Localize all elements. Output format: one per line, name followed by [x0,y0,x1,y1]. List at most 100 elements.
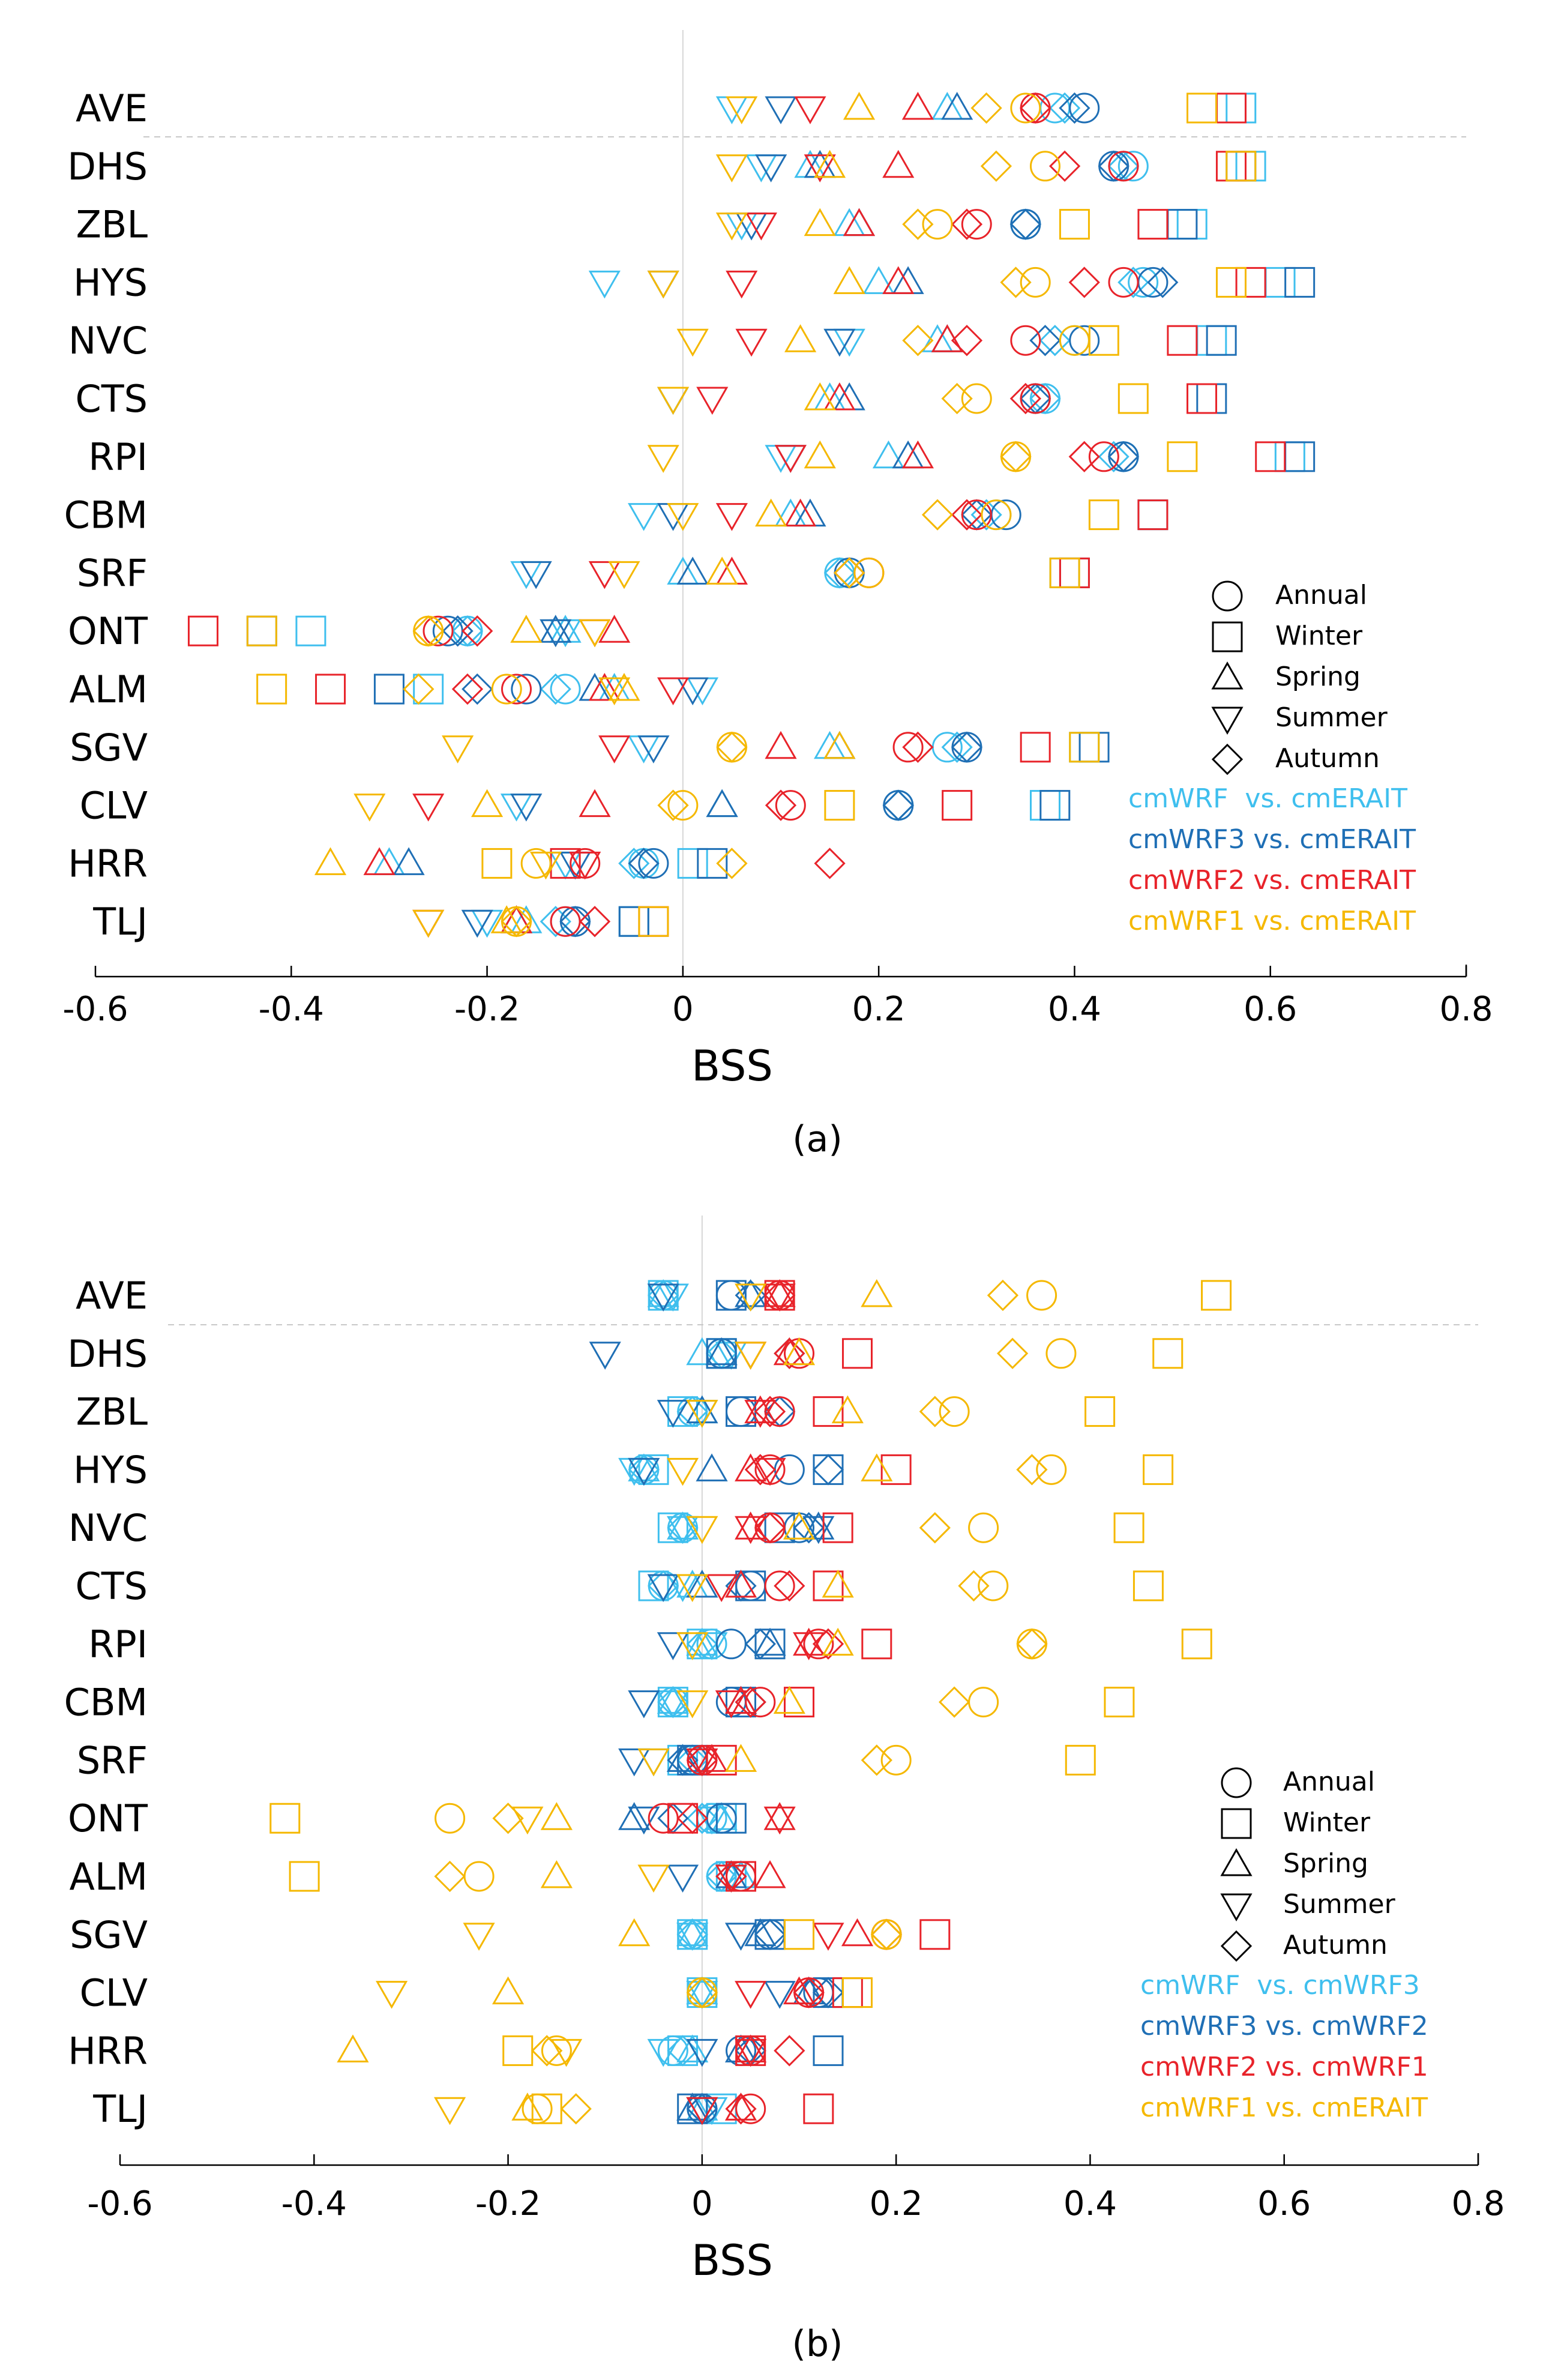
data-point-autumn-ont [451,615,484,647]
data-point-autumn-srf [834,557,865,589]
data-point-autumn-hrr [618,848,650,879]
legend-symbol-autumn [1211,743,1244,776]
data-point-autumn-hys [1016,1454,1048,1486]
data-point-summer-hys [666,1457,699,1486]
data-point-summer-srf [618,1748,651,1777]
data-point-winter-ave [1187,92,1218,124]
data-point-spring-clv [579,789,611,818]
data-point-spring-ont [540,1802,573,1830]
category-label: ONT [68,1797,148,1840]
data-point-spring-tlj [490,905,523,933]
data-point-winter-clv [1039,790,1071,821]
category-label: TLJ [92,900,148,944]
data-point-annual-cbm [745,1687,776,1718]
data-point-summer-cbm [628,503,660,531]
data-point-annual-ave [1069,92,1100,124]
data-point-winter-rpi [1181,1628,1212,1660]
data-point-autumn-ave [970,92,1002,124]
data-point-summer-hys [647,270,679,299]
data-point-autumn-rpi [1098,441,1129,472]
category-label: CLV [80,784,148,828]
data-point-winter-tlj [638,906,669,937]
data-point-winter-hys [880,1454,912,1485]
data-point-autumn-ave [987,1279,1019,1312]
data-point-summer-ont [628,1806,660,1835]
data-point-spring-hrr [735,2034,767,2062]
data-point-summer-hrr [735,2038,767,2067]
data-point-spring-srf [696,1744,728,1772]
data-point-spring-nvc [783,1511,816,1540]
data-point-winter-rpi [1167,441,1198,472]
category-label: SGV [70,726,148,770]
data-point-autumn-dhs [1048,150,1081,182]
data-point-summer-dhs [755,154,787,182]
legend-symbol-winter [1212,621,1243,652]
data-point-winter-ont [295,615,326,646]
data-point-annual-hys [1036,1454,1067,1485]
data-point-autumn-ont [686,1803,718,1834]
data-point-autumn-rpi [1068,441,1100,472]
data-point-summer-srf [686,1748,718,1777]
data-point-spring-clv [706,789,738,818]
data-point-spring-sgv [676,1918,709,1947]
data-point-summer-hrr [569,851,601,880]
data-point-spring-ave [763,1279,796,1307]
data-point-summer-ave [647,1283,679,1312]
data-point-spring-cts [823,382,856,411]
data-point-spring-hys [882,266,915,294]
data-point-autumn-ont [462,615,493,647]
data-point-spring-alm [588,672,621,701]
legend-symbol-winter [1221,1808,1252,1839]
x-tick-label: 0.2 [852,990,906,1029]
data-point-autumn-zbl [951,208,983,240]
data-point-annual-alm [501,673,532,705]
data-point-annual-clv [667,790,699,821]
data-point-summer-cbm [715,503,748,531]
data-point-autumn-ont [676,1803,708,1834]
data-point-spring-hrr [676,2034,709,2062]
data-point-summer-sgv [676,1923,709,1951]
data-point-winter-cbm [1088,499,1119,531]
data-point-winter-hys [1215,267,1247,298]
data-point-spring-ont [540,615,572,643]
data-point-autumn-cts [774,1570,805,1602]
legend-a-series-3: cmWRF2 vs. cmERAIT [1128,865,1416,896]
data-point-spring-dhs [705,1337,738,1366]
data-point-spring-hys [862,266,895,294]
data-point-summer-cbm [628,1690,660,1719]
data-point-winter-cts [638,1570,669,1601]
data-point-summer-ont [579,619,611,648]
data-point-winter-nvc [1206,325,1237,356]
data-point-autumn-zbl [754,1396,786,1427]
category-label: HRR [68,842,148,885]
data-point-autumn-rpi [1107,441,1140,472]
data-point-spring-hrr [393,847,425,875]
data-point-summer-tlj [412,909,445,938]
category-label: HRR [68,2029,148,2073]
legend-a-series-1: cmWRF vs. cmERAIT [1128,783,1407,814]
data-point-spring-tlj [676,2092,709,2121]
data-point-autumn-hys [744,1454,776,1486]
data-point-spring-sgv [841,1918,874,1947]
x-tick-label: 0.6 [1244,990,1297,1029]
data-point-spring-ave [843,91,876,120]
data-point-autumn-hrr [774,2035,805,2067]
data-point-autumn-dhs [1098,150,1129,182]
data-point-annual-zbl [939,1396,970,1427]
data-point-autumn-rpi [1016,1628,1048,1660]
data-point-autumn-zbl [1009,208,1041,240]
data-point-summer-rpi [647,445,679,473]
data-point-summer-zbl [657,1400,689,1428]
data-point-autumn-srf [823,557,856,589]
data-point-spring-ave [901,91,934,120]
data-point-winter-tlj [803,2093,834,2124]
data-point-summer-cbm [676,1690,709,1719]
data-point-annual-cts [978,1570,1009,1601]
data-point-autumn-zbl [902,208,934,240]
data-point-summer-srf [608,561,640,589]
data-point-autumn-ont [412,615,444,647]
data-point-spring-sgv [765,731,797,759]
data-point-annual-alm [511,673,542,705]
category-label: TLJ [92,2087,148,2131]
